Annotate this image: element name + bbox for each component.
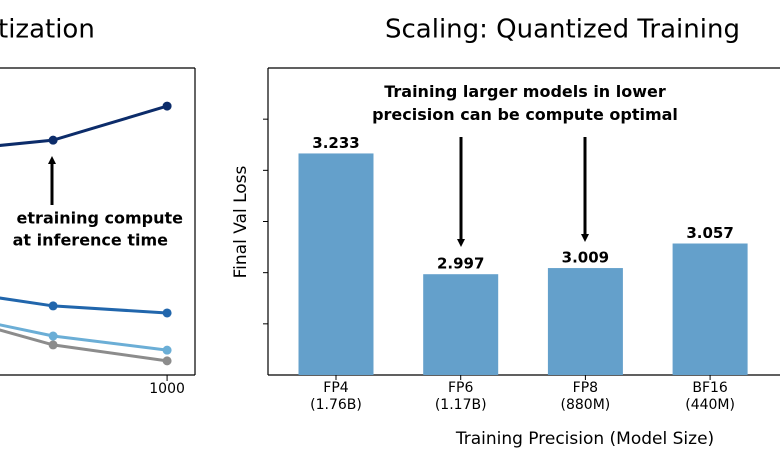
point [48,135,58,145]
point [162,308,172,318]
value-label: 3.009 [562,249,609,267]
value-label: 3.057 [686,224,733,242]
x-axis-label: Training Precision (Model Size) [455,429,714,449]
x-tick-label: BF16 (440M) [685,380,735,413]
line-series [0,328,168,363]
point [48,340,58,350]
x-tick-label: FP6 (1.17B) [434,380,487,413]
bar [672,243,748,375]
line-series [0,296,168,315]
point [162,356,172,366]
chart-title: Scaling: Quantized Training [385,15,740,45]
bar [298,153,374,375]
point [48,301,58,311]
y-axis-label: Final Val Loss [231,165,251,278]
x-tick-label: FP8 (880M) [560,380,611,413]
annotation: Training larger models in lower precisio… [372,82,678,124]
point [48,331,58,341]
value-label: 2.997 [437,255,484,273]
point [162,101,172,111]
value-label: 3.233 [312,134,359,152]
point [162,345,172,355]
line-series [0,323,168,352]
bar [423,274,499,375]
x-tick-label: FP4 (1.76B) [310,380,362,413]
line-series [0,104,168,147]
chart-title: tization [0,15,95,45]
annotation: etraining compute [17,209,184,228]
annotation: at inference time [13,231,169,250]
x-tick-label: 1000 [149,381,185,397]
bar [547,268,623,375]
